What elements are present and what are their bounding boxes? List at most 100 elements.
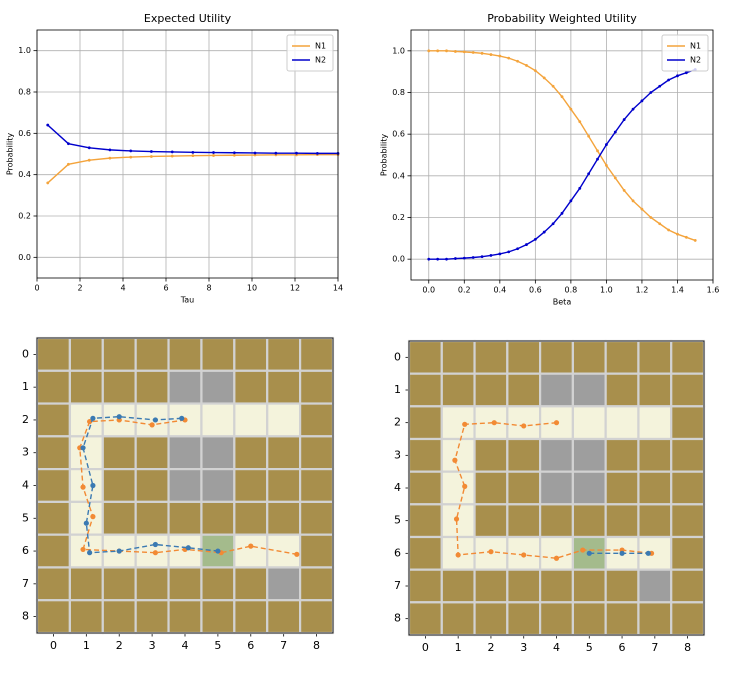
legend-box <box>286 34 334 72</box>
point <box>454 257 457 260</box>
x-tick-label: 0 <box>50 639 57 652</box>
point <box>658 222 662 226</box>
axes-frame <box>408 340 705 636</box>
y-tick-label: 0.8 <box>392 88 405 97</box>
point <box>80 546 86 553</box>
y-tick-label: 8 <box>22 610 29 623</box>
point <box>553 555 560 561</box>
cell <box>571 339 607 375</box>
point <box>149 422 155 428</box>
point <box>253 153 257 157</box>
point <box>87 158 91 162</box>
cell <box>539 503 574 539</box>
point <box>445 49 448 53</box>
point <box>521 552 527 558</box>
x-tick-label: 4 <box>553 641 560 654</box>
legend-label: N2 <box>690 56 701 65</box>
point <box>622 189 626 192</box>
cell <box>604 339 640 375</box>
series-line <box>47 124 338 155</box>
series-line <box>79 419 297 556</box>
cell <box>266 533 302 569</box>
y-axis-label: Probability <box>6 133 15 176</box>
point <box>649 91 653 94</box>
cell <box>604 601 640 637</box>
y-tick-label: 1.0 <box>392 46 405 55</box>
point <box>587 134 591 138</box>
cell <box>233 468 269 503</box>
y-tick-label: 0.4 <box>392 171 405 180</box>
x-tick-label: 2 <box>77 284 82 293</box>
cell <box>167 336 203 372</box>
cell <box>539 470 574 506</box>
y-tick-label: 0.4 <box>18 170 31 179</box>
point <box>667 228 670 232</box>
cell <box>200 500 236 536</box>
y-tick-label: 1.0 <box>18 46 31 55</box>
cell <box>299 533 335 569</box>
point <box>553 420 560 426</box>
x-tick-label: 7 <box>280 639 287 652</box>
cell <box>200 599 236 635</box>
cell <box>539 372 574 408</box>
y-tick-label: 2 <box>394 416 401 429</box>
cell <box>670 339 706 375</box>
point <box>631 199 635 203</box>
x-tick-label: 1.4 <box>671 286 684 295</box>
point <box>46 181 50 185</box>
y-tick-label: 6 <box>22 544 29 557</box>
cell <box>101 369 137 405</box>
point <box>516 247 519 251</box>
cell <box>35 599 71 635</box>
x-tick-label: 0.0 <box>422 286 435 295</box>
point <box>578 186 582 190</box>
subplot: 0 1 2 3 4 5 6 7 8 0 1 2 3 4 5 6 7 8 <box>394 339 706 654</box>
cell <box>35 468 71 503</box>
x-tick-label: 1 <box>83 639 90 652</box>
cell <box>407 437 443 473</box>
cell <box>101 500 137 536</box>
x-tick-label: 14 <box>333 284 343 293</box>
cell <box>266 599 302 635</box>
cell <box>266 369 302 405</box>
cell <box>670 503 706 539</box>
x-tick-label: 1.6 <box>707 286 720 295</box>
point <box>191 154 195 158</box>
y-tick-label: 4 <box>22 479 29 492</box>
point <box>684 71 688 75</box>
point <box>90 514 96 520</box>
x-tick-label: 5 <box>214 639 221 652</box>
cell <box>637 601 673 637</box>
cell <box>299 468 335 503</box>
cell <box>200 336 236 372</box>
cell <box>68 336 104 372</box>
cell <box>604 405 640 441</box>
cell <box>473 470 509 506</box>
cell <box>407 405 443 441</box>
cell <box>167 599 203 635</box>
point <box>605 143 608 146</box>
cell <box>167 369 203 405</box>
point <box>80 445 86 451</box>
x-axis-label: Beta <box>553 298 572 307</box>
x-tick-label: 7 <box>651 641 658 654</box>
cell <box>134 369 170 405</box>
axes-frame <box>36 337 334 634</box>
point <box>170 154 174 158</box>
point <box>116 414 122 420</box>
point <box>253 151 257 155</box>
cell <box>637 568 673 604</box>
cell <box>571 372 607 408</box>
point <box>149 150 153 153</box>
cell <box>101 599 137 635</box>
cell <box>35 533 71 569</box>
cell <box>200 402 236 438</box>
cell <box>299 402 335 438</box>
cell <box>299 435 335 471</box>
x-tick-label: 6 <box>619 641 626 654</box>
point <box>596 149 599 153</box>
point <box>578 120 582 124</box>
point <box>569 199 573 203</box>
x-tick-label: 4 <box>120 284 125 293</box>
series-line <box>454 421 652 559</box>
